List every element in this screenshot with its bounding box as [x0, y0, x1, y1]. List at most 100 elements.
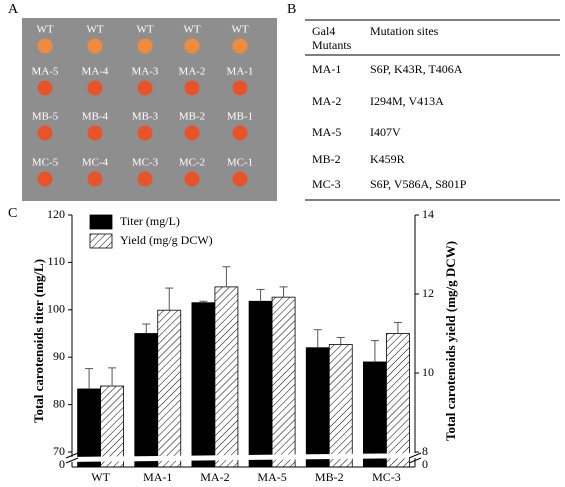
- panel-label: C: [8, 206, 17, 221]
- colony: [37, 80, 53, 96]
- bar: [100, 385, 124, 468]
- legend-swatch: [89, 214, 113, 230]
- y-tick-label: 110: [47, 254, 65, 268]
- table-cell: K459R: [370, 152, 405, 166]
- bar: [328, 344, 353, 468]
- x-tick-label: MA-5: [257, 470, 286, 484]
- break-mark: [408, 457, 422, 464]
- y-tick-label: 120: [47, 207, 65, 221]
- panel-label: B: [287, 2, 296, 17]
- colony-label: MB-5: [32, 111, 59, 123]
- colony: [184, 125, 200, 141]
- bar: [191, 302, 216, 468]
- panel-label: A: [8, 2, 19, 17]
- y2-axis-label: Total carotenoids yield (mg/g DCW): [443, 241, 458, 441]
- x-tick-label: MB-2: [315, 470, 344, 484]
- x-tick-label: MC-3: [372, 470, 401, 484]
- x-tick-label: WT: [91, 470, 110, 484]
- colony: [232, 38, 248, 54]
- colony-label: MB-1: [227, 111, 253, 123]
- colony: [232, 80, 248, 96]
- y-tick-label: 100: [47, 302, 65, 316]
- table-header: Mutation sites: [370, 24, 439, 38]
- colony-label: MC-3: [132, 157, 159, 169]
- colony: [37, 171, 53, 187]
- colony: [232, 125, 248, 141]
- table-cell: I294M, V413A: [370, 94, 444, 108]
- error-bar: [313, 329, 322, 348]
- y-axis-label: Total carotenoids titer (mg/L): [31, 259, 46, 423]
- error-bar: [393, 321, 402, 334]
- colony: [87, 38, 103, 54]
- table-cell: S6P, K43R, T406A: [370, 62, 463, 76]
- break-mark: [65, 457, 79, 464]
- colony-label: WT: [36, 24, 53, 36]
- bar: [214, 286, 239, 468]
- colony: [87, 80, 103, 96]
- legend-swatch: [89, 233, 113, 249]
- colony-label: MB-4: [82, 111, 109, 123]
- colony-label: WT: [86, 24, 103, 36]
- bar: [134, 333, 159, 468]
- bar: [77, 388, 101, 468]
- colony-label: MA-4: [82, 66, 109, 78]
- colony: [232, 171, 248, 187]
- colony: [137, 171, 153, 187]
- y2-tick-label: 8: [422, 444, 428, 458]
- table-header: Mutants: [312, 38, 352, 52]
- bar: [248, 300, 273, 468]
- table-cell: MC-3: [312, 177, 341, 191]
- colony: [87, 171, 103, 187]
- y-tick-label: 80: [53, 396, 65, 410]
- colony-label: MB-2: [179, 111, 205, 123]
- x-tick-label: MA-1: [143, 470, 172, 484]
- bar: [271, 296, 296, 468]
- y2-tick-label: 12: [422, 286, 434, 300]
- colony: [137, 38, 153, 54]
- colony-label: WT: [136, 24, 153, 36]
- bar: [305, 347, 330, 468]
- error-bar: [279, 286, 288, 298]
- table-cell: MA-5: [312, 125, 341, 139]
- y-tick-label: 70: [53, 444, 65, 458]
- colony-label: MC-5: [32, 157, 59, 169]
- colony-label: MA-2: [179, 66, 206, 78]
- colony-label: MC-1: [227, 157, 253, 169]
- y-tick-label: 90: [53, 349, 65, 363]
- bar: [363, 361, 387, 468]
- error-bar: [165, 287, 174, 311]
- colony-label: MC-4: [82, 157, 109, 169]
- colony-label: MA-3: [132, 66, 159, 78]
- table-cell: MA-1: [312, 62, 341, 76]
- colony: [184, 171, 200, 187]
- colony: [137, 80, 153, 96]
- y-break-tick-label: 0: [59, 457, 65, 471]
- colony-label: WT: [183, 24, 200, 36]
- legend-label: Yield (mg/g DCW): [120, 233, 213, 247]
- y2-tick-label: 10: [422, 365, 434, 379]
- colony: [137, 125, 153, 141]
- colony: [37, 38, 53, 54]
- bar: [157, 309, 182, 468]
- error-bar: [370, 340, 379, 362]
- legend-label: Titer (mg/L): [120, 214, 180, 228]
- table-cell: MA-2: [312, 94, 341, 108]
- x-tick-label: MA-2: [200, 470, 229, 484]
- axis-break: [66, 453, 421, 462]
- colony-label: MA-5: [32, 66, 59, 78]
- error-bar: [336, 336, 345, 345]
- colony-label: MB-3: [132, 111, 159, 123]
- error-bar: [108, 367, 117, 387]
- colony-label: MC-2: [179, 157, 205, 169]
- error-bar: [222, 266, 231, 287]
- table-cell: I407V: [370, 125, 401, 139]
- colony: [37, 125, 53, 141]
- colony: [184, 38, 200, 54]
- colony: [184, 80, 200, 96]
- error-bar: [85, 368, 94, 389]
- table-cell: MB-2: [312, 152, 341, 166]
- error-bar: [142, 323, 151, 334]
- y2-break-tick-label: 0: [422, 457, 428, 471]
- bar: [386, 333, 410, 468]
